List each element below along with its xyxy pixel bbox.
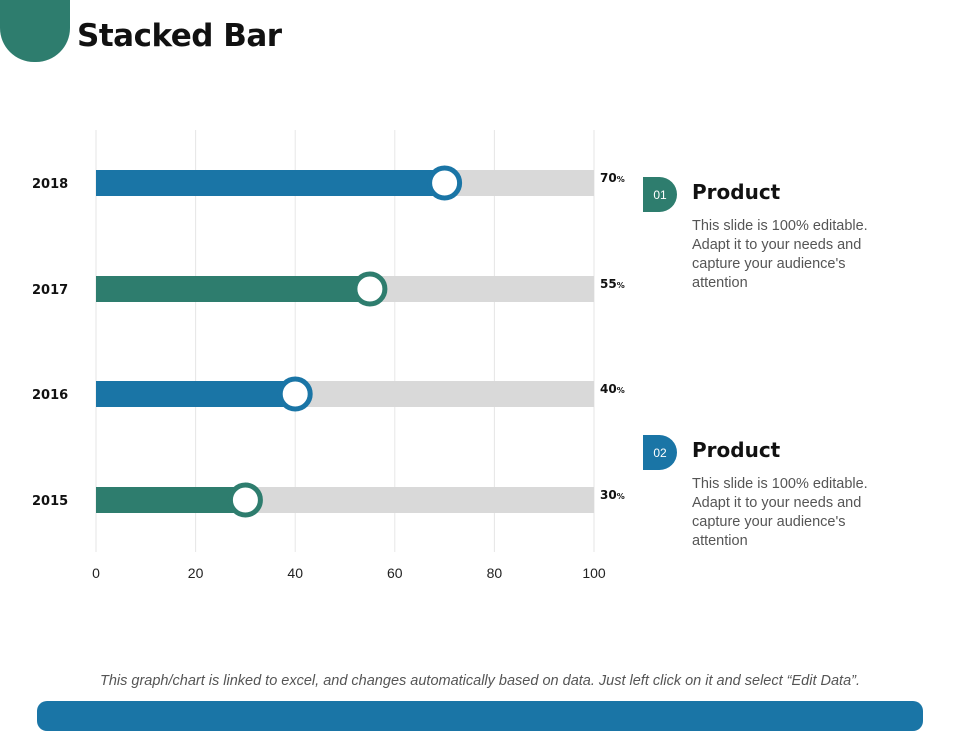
corner-tab-decoration: [0, 0, 70, 62]
bar-marker-2016: [277, 376, 313, 412]
category-label-2017: 2017: [32, 283, 68, 298]
legend-description-2: This slide is 100% editable. Adapt it to…: [692, 476, 868, 549]
x-tick-label-100: 100: [582, 565, 606, 581]
data-label-2016: 40%: [600, 382, 625, 396]
data-label-2017: 55%: [600, 277, 625, 291]
footnote: This graph/chart is linked to excel, and…: [99, 673, 861, 689]
x-tick-label-60: 60: [387, 565, 403, 581]
stacked-bar-chart: 0 20 40 60 80 100 2018 70% 2017 55% 2016 40% 2015 30%: [32, 130, 625, 581]
bar-remainder-2018: [444, 170, 594, 196]
x-tick-label-20: 20: [188, 565, 204, 581]
category-label-2015: 2015: [32, 494, 68, 509]
legend-title-1: Product: [692, 180, 781, 204]
x-tick-label-40: 40: [287, 565, 303, 581]
category-label-2018: 2018: [32, 177, 68, 192]
data-label-2015: 30%: [600, 488, 625, 502]
bar-value-2015: [96, 487, 246, 513]
bottom-bar-decoration: [37, 701, 923, 731]
bar-remainder-2015: [245, 487, 594, 513]
legend-description-1: This slide is 100% editable. Adapt it to…: [692, 218, 868, 291]
x-tick-label-0: 0: [92, 565, 100, 581]
bar-marker-2015: [227, 482, 263, 518]
page-title: Stacked Bar: [77, 18, 282, 54]
bar-marker-2017: [352, 271, 388, 307]
data-label-2018: 70%: [600, 171, 625, 185]
legend-badge-2: 02: [643, 435, 677, 470]
bar-value-2017: [96, 276, 370, 302]
bar-remainder-2017: [369, 276, 594, 302]
bar-value-2016: [96, 381, 296, 407]
legend-title-2: Product: [692, 438, 781, 462]
bar-marker-2018: [427, 165, 463, 201]
x-tick-label-80: 80: [487, 565, 503, 581]
legend-badge-1: 01: [643, 177, 677, 212]
category-label-2016: 2016: [32, 388, 68, 403]
bar-value-2018: [96, 170, 445, 196]
bar-remainder-2016: [295, 381, 594, 407]
